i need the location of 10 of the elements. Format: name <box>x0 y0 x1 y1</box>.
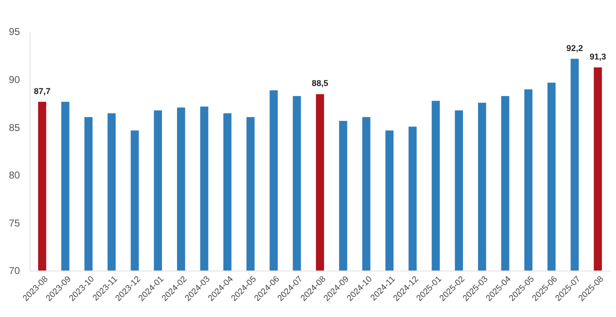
y-tick-label: 95 <box>8 27 20 38</box>
y-tick-label: 80 <box>8 170 20 182</box>
y-tick-label: 70 <box>8 266 20 278</box>
data-label: 92,2 <box>566 42 584 53</box>
data-label: 87,7 <box>34 86 51 96</box>
data-label: 91,3 <box>590 51 606 62</box>
data-label: 88,5 <box>312 78 329 88</box>
y-tick-label: 90 <box>8 75 20 86</box>
y-tick-label: 85 <box>8 122 20 134</box>
y-tick-label: 75 <box>8 218 20 230</box>
